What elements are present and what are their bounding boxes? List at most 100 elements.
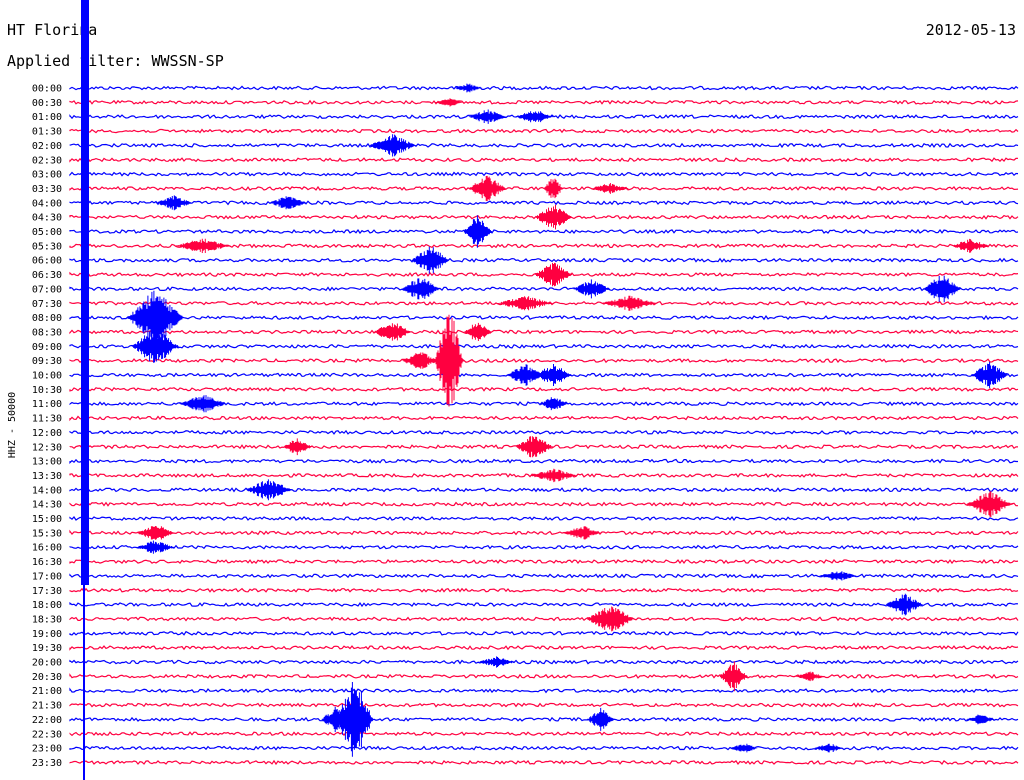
time-tick-label: 07:00 [32, 284, 62, 295]
seismic-event [966, 491, 1014, 518]
filter-label: Applied filter: WWSSN-SP [7, 52, 224, 70]
trace-line [69, 415, 1019, 422]
time-tick-label: 12:30 [32, 442, 62, 453]
time-tick-label: 01:30 [32, 127, 62, 138]
time-tick-label: 02:30 [32, 155, 62, 166]
seismic-event [127, 290, 184, 345]
seismic-event [729, 743, 758, 753]
seismic-event [434, 314, 464, 407]
time-tick-label: 00:00 [32, 84, 62, 95]
time-tick-label: 23:30 [32, 758, 62, 769]
trace-line [69, 429, 1019, 435]
seismic-event [373, 323, 411, 341]
trace-line [69, 358, 1019, 364]
seismic-event [269, 196, 307, 210]
seismic-event [463, 215, 492, 248]
trace-line [69, 673, 1019, 679]
time-tick-label: 14:30 [32, 500, 62, 511]
trace-line [69, 200, 1019, 206]
trace-line [69, 458, 1018, 464]
trace-line [69, 286, 1019, 292]
seismic-event [136, 526, 174, 540]
seismic-event [544, 178, 563, 199]
time-tick-label: 06:30 [32, 270, 62, 281]
trace-line [69, 573, 1019, 579]
time-tick-label: 04:30 [32, 213, 62, 224]
trace-line [69, 602, 1019, 608]
time-tick-label: 20:00 [32, 658, 62, 669]
seismic-event [563, 526, 601, 540]
trace-line [69, 544, 1019, 550]
time-tick-label: 16:00 [32, 543, 62, 554]
time-tick-label: 07:30 [32, 299, 62, 310]
time-tick-label: 05:30 [32, 241, 62, 252]
seismic-event [435, 98, 464, 107]
seismic-event [478, 656, 516, 668]
seismic-event [179, 395, 227, 413]
seismic-event [719, 661, 748, 692]
seismic-event [795, 671, 824, 682]
time-tick-label: 17:30 [32, 586, 62, 597]
trace-line [69, 659, 1019, 665]
time-tick-label: 05:00 [32, 227, 62, 238]
time-tick-label: 09:00 [32, 342, 62, 353]
saturated-trace-bar [81, 0, 89, 585]
time-tick-label: 08:30 [32, 327, 62, 338]
time-tick-label: 21:30 [32, 701, 62, 712]
seismic-event [587, 707, 616, 731]
seismic-event [971, 361, 1009, 389]
seismic-event [402, 278, 440, 300]
seismic-event [819, 571, 857, 581]
seismic-event [463, 322, 492, 341]
time-tick-label: 23:00 [32, 744, 62, 755]
seismic-event [155, 195, 193, 211]
trace-line [69, 257, 1019, 263]
seismic-event [591, 183, 629, 194]
time-tick-label: 22:30 [32, 729, 62, 740]
seismic-event [966, 714, 995, 725]
trace-line [69, 745, 1019, 751]
time-tick-label: 06:00 [32, 256, 62, 267]
seismic-event [468, 175, 506, 201]
time-tick-label: 03:00 [32, 170, 62, 181]
trace-line [69, 702, 1019, 708]
seismic-event [530, 468, 578, 483]
trace-line [69, 731, 1019, 737]
time-tick-label: 10:30 [32, 385, 62, 396]
trace-line [69, 716, 1019, 722]
trace-line [69, 529, 1019, 536]
time-tick-label: 00:30 [32, 98, 62, 109]
time-tick-label: 22:00 [32, 715, 62, 726]
time-tick-label: 18:30 [32, 614, 62, 625]
trace-line [69, 687, 1019, 694]
trace-line [69, 759, 1019, 766]
seismic-event [587, 606, 635, 632]
time-tick-label: 19:00 [32, 629, 62, 640]
time-tick-label: 20:30 [32, 672, 62, 683]
seismic-event [516, 436, 554, 458]
seismic-event [283, 438, 312, 456]
time-tick-label: 11:00 [32, 399, 62, 410]
event-group [127, 83, 1014, 757]
seismic-event [245, 479, 293, 501]
trace-line [69, 386, 1019, 393]
time-tick-label: 14:00 [32, 485, 62, 496]
trace-line [69, 645, 1019, 651]
trace-line [69, 343, 1019, 349]
seismic-event [497, 296, 554, 311]
seismic-event [369, 134, 417, 157]
time-tick-label: 09:30 [32, 356, 62, 367]
time-tick-label: 21:00 [32, 686, 62, 697]
time-tick-label: 01:00 [32, 112, 62, 123]
time-tick-label: 03:30 [32, 184, 62, 195]
time-tick-label: 04:00 [32, 198, 62, 209]
seismic-event [516, 111, 554, 123]
time-tick-label: 11:30 [32, 414, 62, 425]
seismic-event [411, 246, 449, 274]
time-tick-label: 13:00 [32, 457, 62, 468]
trace-line [69, 329, 1019, 335]
time-tick-label: 15:00 [32, 514, 62, 525]
seismic-event [535, 262, 572, 287]
